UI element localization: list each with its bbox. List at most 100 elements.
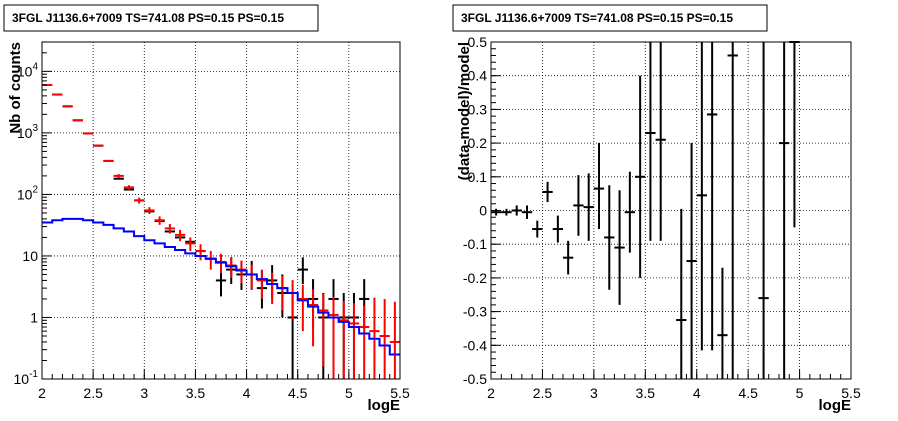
counts-model-point bbox=[236, 260, 247, 284]
counts-model-point bbox=[359, 305, 370, 379]
residual-x-tick-label: 3 bbox=[590, 385, 598, 401]
residual-residual-point bbox=[521, 205, 533, 219]
residual-y-tick-label: -0.1 bbox=[463, 236, 487, 252]
residual-x-tick-label: 5 bbox=[796, 385, 804, 401]
counts-model-point bbox=[338, 301, 349, 379]
residual-residual-point bbox=[696, 42, 707, 351]
counts-title: 3FGL J1136.6+7009 TS=741.08 PS=0.15 PS=0… bbox=[12, 11, 284, 25]
counts-model-point bbox=[154, 216, 165, 225]
residual-residual-point bbox=[583, 173, 594, 241]
residual-title: 3FGL J1136.6+7009 TS=741.08 PS=0.15 PS=0… bbox=[461, 11, 733, 25]
residual-residual-point bbox=[563, 240, 574, 275]
counts-grid bbox=[42, 42, 400, 379]
counts-model-point bbox=[215, 253, 227, 274]
residual-y-tick-label: -0.3 bbox=[463, 304, 487, 320]
residual-residual-point bbox=[758, 42, 769, 379]
residual-residual-point bbox=[727, 42, 738, 379]
counts-y-tick-label: 104 bbox=[17, 61, 39, 79]
counts-x-axis-title: logE bbox=[368, 397, 401, 414]
residual-y-tick-label: 0.3 bbox=[468, 101, 488, 117]
residual-residual-point bbox=[552, 215, 563, 243]
residual-residual-point bbox=[593, 143, 605, 230]
residual-x-tick-label: 2 bbox=[487, 385, 495, 401]
counts-model-point bbox=[174, 229, 186, 242]
counts-model-point bbox=[185, 237, 196, 252]
residual-residual-point bbox=[779, 42, 790, 379]
counts-model-point bbox=[246, 264, 257, 290]
residual-y-tick-label: 0.5 bbox=[468, 34, 488, 50]
counts-model-point bbox=[164, 224, 175, 234]
residual-x-axis-title: logE bbox=[819, 397, 852, 414]
counts-axis-ticks: 2 2.5 3 3.5 4 4.5 5 5.5 10-1 1 10 102 103 104 bbox=[14, 52, 410, 401]
residual-residual-point bbox=[542, 181, 553, 203]
counts-y-axis-title: Nb of counts bbox=[7, 42, 24, 134]
counts-x-tick-label: 3 bbox=[140, 385, 148, 401]
counts-model-point bbox=[307, 289, 319, 347]
counts-y-tick-label: 10-1 bbox=[14, 369, 39, 387]
residual-residual-point bbox=[491, 208, 502, 216]
counts-data-point bbox=[297, 257, 308, 284]
residual-residual-point bbox=[645, 42, 656, 241]
residual-x-tick-label: 2.5 bbox=[533, 385, 553, 401]
residual-residual-point bbox=[789, 41, 800, 228]
residual-residual-point bbox=[635, 75, 646, 278]
counts-x-tick-label: 4.5 bbox=[288, 385, 308, 401]
counts-model-point bbox=[195, 244, 206, 261]
residual-x-tick-label: 5.5 bbox=[841, 385, 861, 401]
counts-model-point bbox=[297, 284, 308, 332]
residual-y-tick-label: -0.4 bbox=[463, 337, 487, 353]
counts-model-point bbox=[267, 272, 278, 305]
residual-x-tick-label: 4.5 bbox=[738, 385, 758, 401]
counts-x-tick-label: 3.5 bbox=[186, 385, 206, 401]
counts-x-tick-label: 2.5 bbox=[83, 385, 103, 401]
counts-x-tick-label: 5.5 bbox=[390, 385, 410, 401]
residual-residual-point bbox=[676, 208, 687, 379]
residual-residual-point bbox=[604, 185, 615, 290]
counts-y-tick-label: 103 bbox=[17, 123, 39, 141]
residual-y-tick-label: -0.5 bbox=[463, 371, 487, 387]
counts-title-box bbox=[3, 4, 319, 32]
counts-model-point bbox=[328, 297, 339, 379]
residual-y-tick-label: 0.2 bbox=[468, 135, 488, 151]
residual-residual-point bbox=[717, 267, 728, 379]
counts-x-tick-label: 5 bbox=[345, 385, 353, 401]
residual-x-tick-label: 4 bbox=[693, 385, 701, 401]
counts-model-point bbox=[348, 303, 360, 379]
residual-axis-ticks: 2 2.5 3 3.5 4 4.5 5 5.5 -0.5 -0.4 -0.3 -0.2 -0.1 0 0.1… bbox=[463, 34, 861, 401]
residual-y-axis-title: (data-model)/model bbox=[456, 42, 473, 180]
counts-y-tick-label: 10 bbox=[22, 248, 38, 264]
counts-model-point bbox=[113, 174, 124, 178]
residual-title-box bbox=[452, 4, 768, 32]
counts-x-tick-label: 2 bbox=[38, 385, 46, 401]
residual-residual-point bbox=[655, 42, 666, 241]
residual-residual-point bbox=[501, 208, 512, 216]
counts-model-point bbox=[226, 257, 237, 278]
residual-residual-point bbox=[573, 175, 584, 236]
counts-model-point bbox=[123, 185, 135, 190]
counts-x-tick-label: 4 bbox=[243, 385, 251, 401]
residual-y-tick-label: 0.1 bbox=[468, 169, 488, 185]
residual-marks bbox=[491, 41, 800, 379]
counts-model-point bbox=[205, 251, 216, 270]
counts-background-model-line bbox=[42, 217, 400, 356]
residual-residual-point bbox=[532, 220, 543, 238]
counts-model-point bbox=[256, 269, 268, 299]
residual-x-tick-label: 3.5 bbox=[636, 385, 656, 401]
counts-plot-frame bbox=[41, 41, 401, 380]
residual-residual-point bbox=[624, 171, 635, 253]
residual-residual-point bbox=[707, 42, 718, 351]
residual-y-tick-label: 0.4 bbox=[468, 68, 488, 84]
residual-panel: 2 2.5 3 3.5 4 4.5 5 5.5 -0.5 -0.4 -0.3 -0.2 -0.1 0 0.1… bbox=[452, 4, 861, 414]
counts-model-point bbox=[144, 207, 155, 215]
residual-y-tick-label: 0 bbox=[479, 203, 487, 219]
residual-residual-point bbox=[614, 190, 625, 305]
residual-y-tick-label: -0.2 bbox=[463, 270, 487, 286]
counts-panel: 2 2.5 3 3.5 4 4.5 5 5.5 10-1 1 10 102 103 104 logE Nb… bbox=[3, 4, 410, 414]
counts-marks bbox=[42, 84, 400, 379]
counts-model-point bbox=[287, 280, 298, 319]
residual-residual-point bbox=[511, 205, 522, 216]
counts-y-tick-label: 1 bbox=[30, 309, 38, 325]
counts-y-tick-label: 102 bbox=[17, 184, 39, 202]
counts-model-point bbox=[134, 197, 145, 204]
